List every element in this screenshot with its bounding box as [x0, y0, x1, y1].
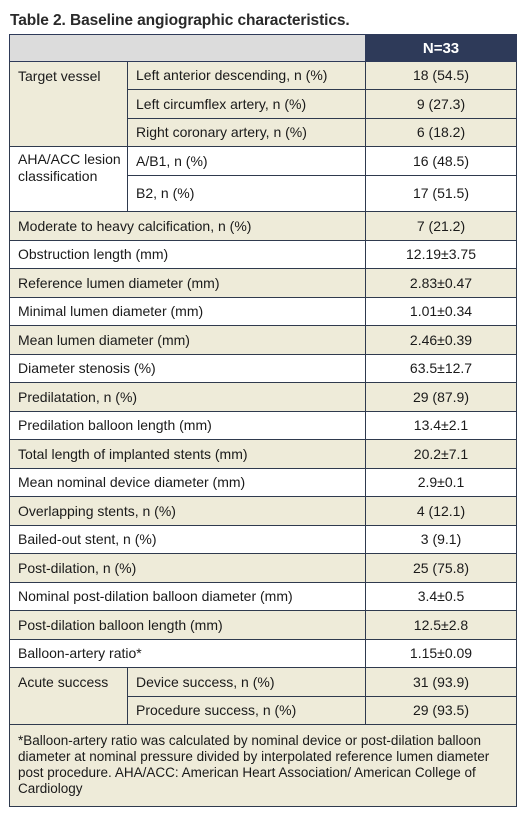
- table-row: Acute success Device success, n (%) 31 (…: [9, 667, 517, 725]
- row-label: Post-dilation, n (%): [9, 553, 366, 583]
- row-value: 12.19±3.75: [365, 240, 517, 269]
- row-label: Mean lumen diameter (mm): [9, 325, 366, 355]
- row-value: 7 (21.2): [365, 211, 517, 241]
- row-label: Overlapping stents, n (%): [9, 496, 366, 526]
- row-value: 2.83±0.47: [365, 268, 517, 298]
- row-value: 29 (87.9): [365, 382, 517, 412]
- row-label: Right coronary artery, n (%): [127, 118, 366, 147]
- row-label: A/B1, n (%): [127, 146, 366, 176]
- table-row: Post-dilation balloon length (mm) 12.5±2…: [9, 610, 517, 640]
- row-label: Left anterior descending, n (%): [127, 61, 366, 90]
- group-label-target-vessel: Target vessel: [9, 61, 128, 147]
- header-n-cell: N=33: [365, 34, 517, 62]
- row-label: Mean nominal device diameter (mm): [9, 468, 366, 497]
- table-row: Mean lumen diameter (mm) 2.46±0.39: [9, 325, 517, 355]
- row-value: 6 (18.2): [365, 118, 517, 147]
- row-label: Total length of implanted stents (mm): [9, 439, 366, 469]
- row-value: 63.5±12.7: [365, 354, 517, 383]
- table-container: Table 2. Baseline angiographic character…: [9, 8, 517, 807]
- header-empty-cell: [9, 34, 366, 62]
- table-row: Total length of implanted stents (mm) 20…: [9, 439, 517, 469]
- row-value: 29 (93.5): [365, 696, 517, 725]
- table-row: Predilatation, n (%) 29 (87.9): [9, 382, 517, 412]
- table-caption: Table 2. Baseline angiographic character…: [10, 12, 350, 29]
- row-value: 2.9±0.1: [365, 468, 517, 497]
- table-row: Nominal post-dilation balloon diameter (…: [9, 582, 517, 611]
- table-row: Procedure success, n (%) 29 (93.5): [10, 696, 517, 725]
- baseline-table: N=33 Target vessel Left anterior descend…: [9, 34, 517, 807]
- row-value: 9 (27.3): [365, 89, 517, 119]
- row-label: Predilatation, n (%): [9, 382, 366, 412]
- row-label: Predilation balloon length (mm): [9, 411, 366, 440]
- header-row: N=33: [9, 34, 517, 62]
- row-label: Left circumflex artery, n (%): [127, 89, 366, 119]
- table-row: Overlapping stents, n (%) 4 (12.1): [9, 496, 517, 526]
- table-row: Reference lumen diameter (mm) 2.83±0.47: [9, 268, 517, 298]
- row-label: Nominal post-dilation balloon diameter (…: [9, 582, 366, 611]
- row-value: 3.4±0.5: [365, 582, 517, 611]
- row-label: Obstruction length (mm): [9, 240, 366, 269]
- table-row: Post-dilation, n (%) 25 (75.8): [9, 553, 517, 583]
- table-row: B2, n (%) 17 (51.5): [10, 175, 517, 212]
- table-row: Left circumflex artery, n (%) 9 (27.3): [10, 89, 517, 119]
- row-label: B2, n (%): [127, 175, 366, 212]
- group-label-aha-acc: AHA/ACC lesion classification: [9, 146, 128, 212]
- row-value: 3 (9.1): [365, 525, 517, 554]
- row-label: Minimal lumen diameter (mm): [9, 297, 366, 326]
- table-row: Target vessel Left anterior descending, …: [9, 61, 517, 147]
- row-label: Balloon-artery ratio*: [9, 639, 366, 668]
- row-label: Diameter stenosis (%): [9, 354, 366, 383]
- table-row: Obstruction length (mm) 12.19±3.75: [9, 240, 517, 269]
- row-value: 4 (12.1): [365, 496, 517, 526]
- row-label: Moderate to heavy calcification, n (%): [9, 211, 366, 241]
- row-value: 2.46±0.39: [365, 325, 517, 355]
- row-value: 1.01±0.34: [365, 297, 517, 326]
- row-label: Post-dilation balloon length (mm): [9, 610, 366, 640]
- row-value: 1.15±0.09: [365, 639, 517, 668]
- table-row: Mean nominal device diameter (mm) 2.9±0.…: [9, 468, 517, 497]
- table-row: Minimal lumen diameter (mm) 1.01±0.34: [9, 297, 517, 326]
- table-footnote: *Balloon-artery ratio was calculated by …: [9, 724, 517, 807]
- table-row: Predilation balloon length (mm) 13.4±2.1: [9, 411, 517, 440]
- row-label: Procedure success, n (%): [127, 696, 366, 725]
- row-value: 20.2±7.1: [365, 439, 517, 469]
- row-value: 18 (54.5): [365, 61, 517, 90]
- table-row: AHA/ACC lesion classification A/B1, n (%…: [9, 146, 517, 212]
- row-label: Bailed-out stent, n (%): [9, 525, 366, 554]
- row-value: 13.4±2.1: [365, 411, 517, 440]
- row-value: 17 (51.5): [365, 175, 517, 212]
- table-row: Moderate to heavy calcification, n (%) 7…: [9, 211, 517, 241]
- row-label: Reference lumen diameter (mm): [9, 268, 366, 298]
- table-row: Balloon-artery ratio* 1.15±0.09: [9, 639, 517, 668]
- group-label-acute-success: Acute success: [9, 667, 128, 725]
- row-value: 31 (93.9): [365, 667, 517, 697]
- row-value: 12.5±2.8: [365, 610, 517, 640]
- row-label: Device success, n (%): [127, 667, 366, 697]
- table-row: Diameter stenosis (%) 63.5±12.7: [9, 354, 517, 383]
- footnote-row: *Balloon-artery ratio was calculated by …: [9, 724, 517, 807]
- row-value: 25 (75.8): [365, 553, 517, 583]
- table-row: Bailed-out stent, n (%) 3 (9.1): [9, 525, 517, 554]
- row-value: 16 (48.5): [365, 146, 517, 176]
